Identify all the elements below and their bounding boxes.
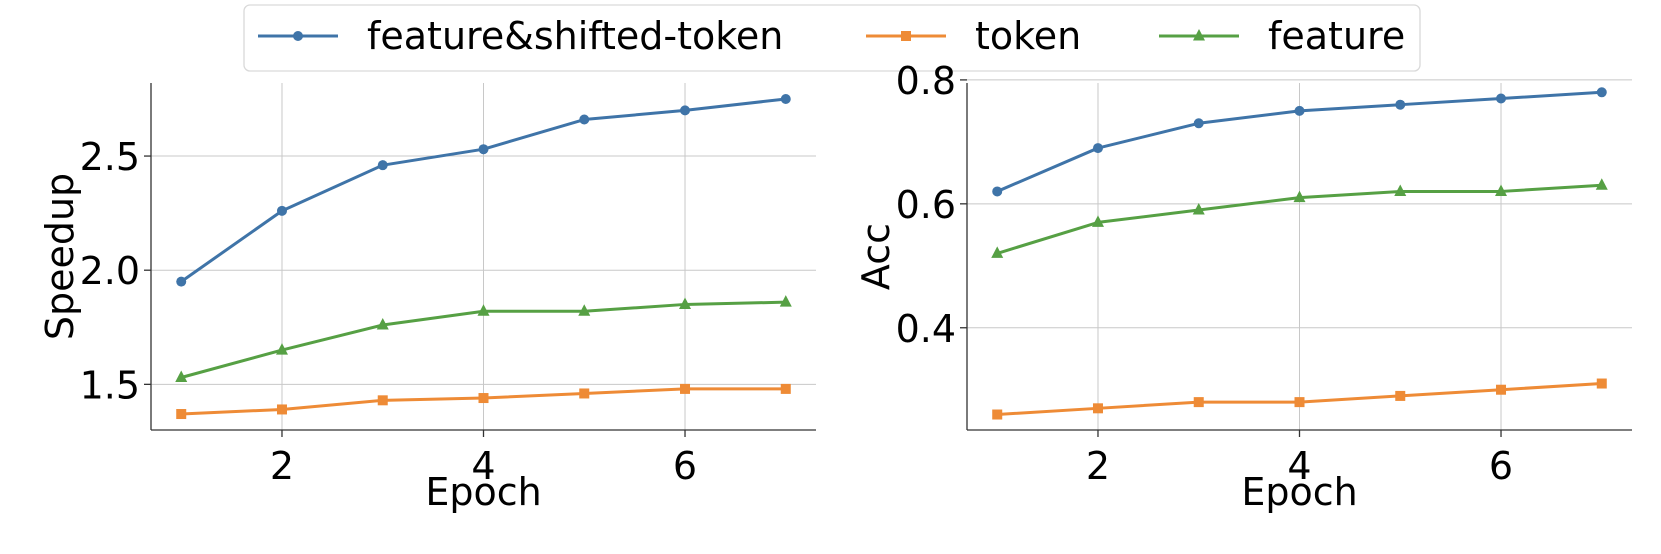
x-tick-label: 4	[471, 444, 495, 488]
x-axis-label: Epoch	[1241, 470, 1357, 514]
data-point-token	[1294, 397, 1305, 408]
data-point-token	[680, 383, 691, 394]
data-point-token	[780, 383, 791, 394]
data-point-token	[478, 393, 489, 404]
y-tick-label: 1.5	[80, 363, 140, 407]
data-point-feature	[275, 343, 288, 355]
y-axis-label: Speedup	[38, 173, 82, 340]
data-point-token	[1395, 390, 1406, 401]
x-tick-label: 6	[1489, 444, 1513, 488]
data-point-feature	[578, 304, 591, 316]
data-point-feature-shifted-token	[478, 144, 489, 155]
data-point-feature	[376, 317, 389, 330]
y-tick-label: 0.6	[896, 183, 956, 227]
legend-marker-token	[901, 31, 911, 41]
accuracy-chart: 2 4 6 0.4 0.6 0.8 Epoch Acc	[854, 59, 1632, 514]
speedup-chart: 2 4 6 1.5 2.0 2.5 Epoch Speedup	[38, 83, 816, 514]
data-point-feature	[679, 297, 692, 309]
data-point-token	[276, 404, 287, 415]
data-point-feature-shifted-token	[680, 105, 691, 116]
data-point-token	[1596, 378, 1607, 389]
y-axis-label: Acc	[854, 223, 898, 290]
data-point-feature-shifted-token	[780, 93, 791, 104]
data-point-feature	[991, 246, 1004, 258]
y-tick-label: 2.5	[80, 135, 140, 179]
data-point-feature-shifted-token	[1294, 105, 1305, 116]
x-tick-label: 2	[1086, 444, 1110, 488]
y-tick-label: 0.8	[896, 59, 956, 103]
y-tick-label: 0.4	[896, 307, 956, 351]
x-tick-label: 2	[270, 444, 294, 488]
legend-frame	[243, 4, 1421, 72]
legend-marker-feature	[1193, 29, 1205, 41]
data-point-feature	[175, 370, 188, 382]
x-tick-label: 4	[1287, 444, 1311, 488]
data-point-token	[992, 409, 1003, 420]
legend-label-feature-shifted-token: feature&shifted-token	[367, 14, 783, 58]
data-point-token	[377, 395, 388, 406]
y-tick-label: 2.0	[80, 249, 140, 293]
data-point-feature-shifted-token	[176, 276, 187, 287]
data-point-feature	[779, 295, 792, 307]
data-point-feature	[477, 304, 490, 316]
data-point-feature-shifted-token	[992, 186, 1003, 197]
x-axis-label: Epoch	[425, 470, 541, 514]
data-point-feature-shifted-token	[377, 160, 388, 171]
data-point-token	[579, 388, 590, 399]
legend-label-token: token	[975, 14, 1081, 58]
legend: feature&shifted-token token feature	[243, 4, 1421, 72]
data-point-feature-shifted-token	[1092, 143, 1103, 154]
data-point-token	[1092, 403, 1103, 414]
data-point-feature	[1192, 203, 1205, 215]
data-point-feature	[1595, 178, 1608, 190]
legend-label-feature: feature	[1268, 14, 1405, 58]
data-point-feature	[1091, 215, 1104, 227]
legend-marker-feature-shifted-token	[293, 31, 303, 41]
data-point-token	[176, 409, 187, 420]
data-point-feature-shifted-token	[276, 205, 287, 216]
data-point-feature	[1394, 184, 1407, 196]
data-point-feature-shifted-token	[1596, 87, 1607, 98]
data-point-feature-shifted-token	[1496, 93, 1507, 104]
data-point-feature-shifted-token	[579, 114, 590, 125]
data-point-token	[1496, 384, 1507, 395]
data-point-feature-shifted-token	[1395, 99, 1406, 110]
x-tick-label: 6	[673, 444, 697, 488]
data-point-token	[1193, 397, 1204, 408]
data-point-feature	[1495, 184, 1508, 196]
data-point-feature-shifted-token	[1193, 118, 1204, 129]
data-point-feature	[1293, 190, 1306, 203]
